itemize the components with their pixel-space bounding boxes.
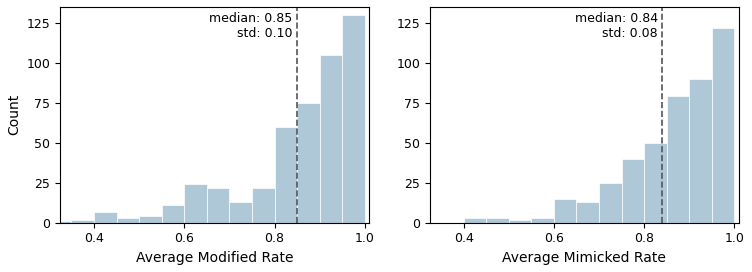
Bar: [464, 218, 487, 223]
X-axis label: Average Mimicked Rate: Average Mimicked Rate: [502, 251, 666, 265]
Bar: [320, 55, 342, 223]
Bar: [577, 202, 599, 223]
Bar: [71, 220, 94, 223]
Bar: [94, 212, 117, 223]
Bar: [644, 143, 667, 223]
Bar: [49, 221, 71, 223]
Bar: [207, 188, 229, 223]
Bar: [297, 103, 320, 223]
Bar: [622, 159, 644, 223]
Bar: [117, 218, 139, 223]
Bar: [532, 218, 554, 223]
Bar: [342, 15, 365, 223]
Y-axis label: Count: Count: [7, 94, 21, 135]
Bar: [139, 217, 162, 223]
Bar: [229, 202, 252, 223]
Bar: [690, 79, 712, 223]
Bar: [487, 218, 509, 223]
Bar: [274, 127, 297, 223]
Bar: [509, 220, 532, 223]
Text: median: 0.84
std: 0.08: median: 0.84 std: 0.08: [575, 12, 658, 40]
X-axis label: Average Modified Rate: Average Modified Rate: [136, 251, 293, 265]
Bar: [554, 199, 577, 223]
Text: median: 0.85
std: 0.10: median: 0.85 std: 0.10: [209, 12, 293, 40]
Bar: [184, 184, 207, 223]
Bar: [712, 28, 735, 223]
Bar: [162, 205, 184, 223]
Bar: [667, 97, 690, 223]
Bar: [252, 188, 274, 223]
Bar: [599, 183, 622, 223]
